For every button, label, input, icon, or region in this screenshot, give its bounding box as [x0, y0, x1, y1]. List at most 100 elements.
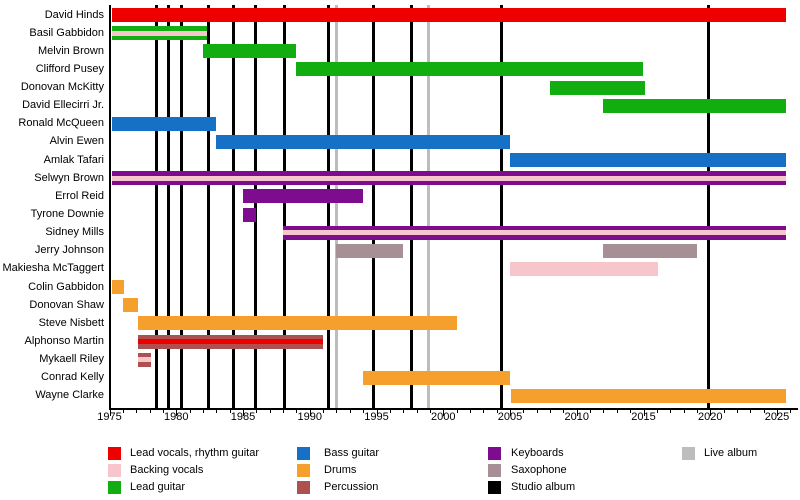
member-label: Ronald McQueen: [18, 117, 104, 130]
member-label: Donovan Shaw: [29, 298, 104, 311]
legend-label: Lead vocals, rhythm guitar: [130, 447, 260, 459]
timeline-bar: [112, 116, 217, 131]
legend-swatch: [108, 481, 121, 494]
studio-album-line: [500, 5, 504, 408]
member-label: Amlak Tafari: [43, 153, 104, 166]
x-axis-tick: [603, 409, 605, 413]
x-axis-tick: [496, 409, 498, 413]
studio-album-line: [326, 5, 330, 408]
member-label: Mykaell Riley: [39, 353, 104, 366]
x-tick-label: 1990: [297, 411, 322, 423]
member-label: Selwyn Brown: [34, 171, 104, 184]
bar-stripe: [283, 230, 787, 236]
member-label: David Ellecirri Jr.: [22, 99, 104, 112]
x-axis-tick: [389, 409, 391, 413]
member-label: Colin Gabbidon: [28, 280, 104, 293]
x-axis-tick: [790, 409, 792, 413]
member-label: Tyrone Downie: [30, 208, 104, 221]
member-label: Errol Reid: [55, 189, 104, 202]
x-axis-tick: [523, 409, 525, 413]
legend-label: Lead guitar: [130, 481, 186, 493]
timeline-bar: [112, 8, 787, 22]
studio-album-line: [232, 5, 236, 408]
x-axis-tick: [323, 409, 325, 413]
timeline-bar: [283, 225, 787, 240]
x-tick-label: 2020: [698, 411, 723, 423]
legend-label: Studio album: [511, 481, 576, 493]
x-axis-tick: [456, 409, 458, 413]
member-label: Clifford Pusey: [35, 62, 104, 75]
legend-swatch: [488, 447, 501, 460]
member-label: Alphonso Martin: [24, 335, 105, 348]
x-axis-tick: [723, 409, 725, 413]
timeline-bar: [112, 171, 787, 186]
legend-swatch: [297, 447, 310, 460]
x-axis-tick: [750, 409, 752, 413]
studio-album-line: [180, 5, 184, 408]
legend-swatch: [108, 447, 121, 460]
timeline-bar: [243, 207, 257, 222]
legend-label: Bass guitar: [324, 447, 380, 459]
x-axis-tick: [176, 409, 178, 416]
timeline-bar: [112, 26, 207, 41]
x-tick-label: 1975: [97, 411, 122, 423]
x-axis-tick: [616, 409, 618, 413]
x-tick-label: 1995: [364, 411, 389, 423]
x-axis-tick: [683, 409, 685, 413]
timeline-bar: [243, 189, 364, 204]
x-axis-tick: [429, 409, 431, 413]
x-axis-tick: [563, 409, 565, 413]
timeline-bar: [137, 316, 457, 331]
member-label: Wayne Clarke: [35, 389, 104, 402]
x-tick-label: 2010: [564, 411, 589, 423]
live-album-line: [427, 5, 431, 408]
member-label: Alvin Ewen: [49, 135, 104, 148]
x-axis-tick: [416, 409, 418, 413]
studio-album-line: [372, 5, 376, 408]
legend-label: Keyboards: [511, 447, 564, 459]
timeline-bar: [603, 243, 697, 258]
x-axis-tick: [269, 409, 271, 413]
x-tick-label: 2025: [764, 411, 790, 423]
x-axis-tick: [202, 409, 204, 413]
legend: Lead vocals, rhythm guitar Backing vocals…: [0, 438, 800, 500]
member-label: Donovan McKitty: [20, 81, 104, 94]
legend-label: Drums: [324, 464, 357, 476]
x-axis-tick: [736, 409, 738, 413]
x-axis-tick: [576, 409, 578, 416]
x-axis-tick: [136, 409, 138, 413]
x-axis-tick: [229, 409, 231, 413]
bar-stripe: [112, 175, 787, 181]
x-axis-tick: [149, 409, 151, 413]
x-tick-label: 1985: [230, 411, 256, 423]
timeline-bar: [603, 98, 787, 113]
bar-stripe: [137, 357, 151, 363]
studio-album-line: [166, 5, 170, 408]
bar-stripe: [112, 30, 207, 36]
x-axis-tick: [536, 409, 538, 413]
x-axis-tick: [710, 409, 712, 416]
x-axis-tick: [336, 409, 338, 413]
member-label: Sidney Mills: [45, 226, 104, 239]
x-axis-tick: [403, 409, 405, 413]
legend-swatch: [108, 464, 121, 477]
x-axis-tick: [363, 409, 365, 413]
member-label: Melvin Brown: [37, 44, 104, 57]
member-label: Steve Nisbett: [38, 316, 104, 329]
legend-swatch: [297, 464, 310, 477]
live-album-line: [334, 5, 338, 408]
y-axis-line: [109, 5, 111, 409]
x-axis-tick: [763, 409, 765, 413]
member-label: Conrad Kelly: [41, 371, 104, 384]
studio-album-line: [206, 5, 210, 408]
x-axis-tick: [696, 409, 698, 413]
x-axis-tick: [510, 409, 511, 416]
x-axis-tick: [550, 409, 552, 413]
x-axis-tick: [243, 409, 244, 416]
timeline-bar: [137, 334, 324, 349]
x-axis-tick: [296, 409, 298, 413]
timeline-bar: [510, 153, 787, 168]
timeline-bar: [112, 280, 125, 295]
bar-stripe: [137, 339, 324, 345]
